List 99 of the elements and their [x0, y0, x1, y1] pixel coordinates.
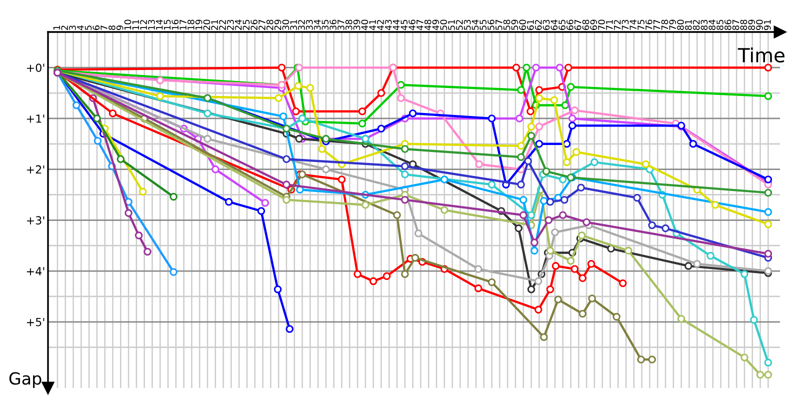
y-tick-label: +3'	[26, 216, 44, 225]
x-tick-label: 32	[298, 20, 305, 30]
x-tick-label: 31	[290, 20, 297, 30]
x-tick-label: 78	[661, 20, 668, 30]
x-tick-label: 11	[132, 20, 139, 30]
x-tick-label: 85	[716, 20, 724, 30]
x-tick-label: 87	[732, 20, 740, 30]
x-tick-label: 7	[100, 26, 108, 30]
x-tick-label: 38	[345, 20, 352, 30]
x-tick-label: 2	[61, 26, 68, 30]
x-tick-label: 23	[226, 20, 234, 30]
x-tick-label: 37	[338, 20, 344, 30]
x-tick-label: 16	[172, 20, 179, 30]
x-tick-label: 8	[108, 25, 116, 30]
x-tick-label: 83	[700, 20, 708, 30]
x-tick-label: 74	[630, 20, 636, 30]
x-tick-label: 70	[598, 20, 605, 30]
x-tick-label: 72	[614, 20, 621, 30]
x-tick-label: 62	[534, 20, 542, 30]
x-tick-label: 4	[77, 25, 84, 30]
y-axis-title: Gap	[9, 372, 42, 388]
x-tick-label: 84	[708, 20, 716, 30]
x-axis-title: Time	[738, 47, 784, 63]
x-tick-label: 77	[654, 20, 660, 30]
y-tick-label: +5'	[26, 318, 44, 326]
x-tick-label: 56	[488, 20, 494, 30]
x-tick-label: 36	[330, 20, 336, 30]
x-tick-label: 13	[148, 20, 155, 30]
x-tick-label: 86	[724, 20, 732, 30]
x-tick-label: 52	[456, 20, 463, 30]
x-tick-label: 60	[519, 20, 526, 30]
x-tick-label: 26	[250, 20, 258, 30]
y-tick-label: +1'	[26, 114, 44, 123]
x-tick-label: 1	[53, 26, 60, 30]
x-tick-label: 6	[92, 25, 100, 30]
x-tick-label: 9	[116, 26, 124, 30]
x-tick-label: 48	[424, 20, 432, 30]
x-tick-label: 29	[274, 20, 282, 30]
x-tick-label: 71	[606, 20, 613, 30]
x-tick-label: 54	[472, 20, 479, 30]
x-tick-label: 61	[527, 20, 534, 30]
x-tick-label: 10	[124, 20, 132, 30]
x-tick-label: 82	[692, 20, 700, 30]
x-tick-label: 39	[353, 20, 360, 30]
x-tick-label: 24	[234, 20, 242, 30]
x-tick-label: 44	[392, 20, 400, 30]
x-tick-label: 35	[322, 20, 329, 30]
x-tick-label: 18	[188, 20, 194, 30]
x-tick-label: 76	[646, 20, 652, 30]
x-tick-label: 63	[542, 20, 550, 30]
x-tick-label: 14	[156, 20, 163, 30]
x-tick-label: 42	[377, 20, 384, 30]
x-tick-label: 3	[69, 26, 76, 30]
x-tick-label: 69	[590, 20, 598, 30]
x-tick-label: 17	[180, 20, 186, 30]
x-tick-label: 75	[638, 20, 644, 30]
x-tick-label: 34	[314, 20, 321, 30]
x-tick-label: 81	[684, 20, 692, 30]
x-tick-label: 67	[574, 20, 582, 30]
x-tick-label: 50	[440, 20, 448, 30]
x-tick-label: 49	[432, 20, 440, 30]
x-tick-label: 66	[566, 20, 574, 30]
x-tick-label: 19	[195, 20, 202, 30]
x-tick-label: 51	[448, 20, 455, 30]
x-tick-label: 90	[756, 20, 763, 30]
x-tick-label: 43	[384, 20, 392, 30]
x-tick-label: 27	[258, 20, 266, 30]
x-tick-label: 33	[306, 20, 313, 30]
x-tick-label: 88	[740, 20, 748, 30]
x-tick-label: 58	[503, 20, 510, 30]
x-tick-label: 64	[550, 20, 558, 30]
x-tick-label: 20	[203, 20, 210, 30]
x-tick-label: 25	[242, 20, 250, 30]
x-tick-label: 46	[408, 20, 416, 30]
y-tick-label: +0'	[26, 64, 44, 72]
x-tick-label: 22	[219, 20, 226, 30]
x-tick-label: 68	[582, 20, 590, 30]
y-tick-label: +2'	[26, 165, 44, 174]
x-tick-label: 28	[266, 20, 274, 30]
x-tick-label: 12	[140, 20, 147, 30]
x-tick-label: 5	[84, 26, 92, 30]
y-tick-label: +4'	[26, 267, 44, 276]
x-tick-label: 57	[496, 20, 502, 30]
x-tick-label: 80	[677, 20, 684, 30]
x-tick-label: 65	[558, 20, 566, 30]
x-tick-label: 47	[416, 20, 424, 30]
x-tick-label: 40	[361, 20, 368, 30]
x-tick-label: 73	[622, 20, 629, 30]
x-tick-label: 45	[400, 20, 408, 30]
x-tick-label: 41	[369, 20, 376, 30]
x-tick-label: 91	[764, 20, 771, 30]
x-tick-label: 30	[282, 20, 290, 30]
x-tick-label: 89	[748, 20, 755, 30]
x-tick-label: 55	[480, 20, 487, 30]
x-tick-label: 21	[211, 20, 218, 30]
x-tick-label: 15	[164, 20, 171, 30]
x-tick-label: 53	[464, 20, 471, 30]
x-tick-label: 79	[669, 20, 676, 30]
x-tick-label: 59	[511, 20, 518, 30]
